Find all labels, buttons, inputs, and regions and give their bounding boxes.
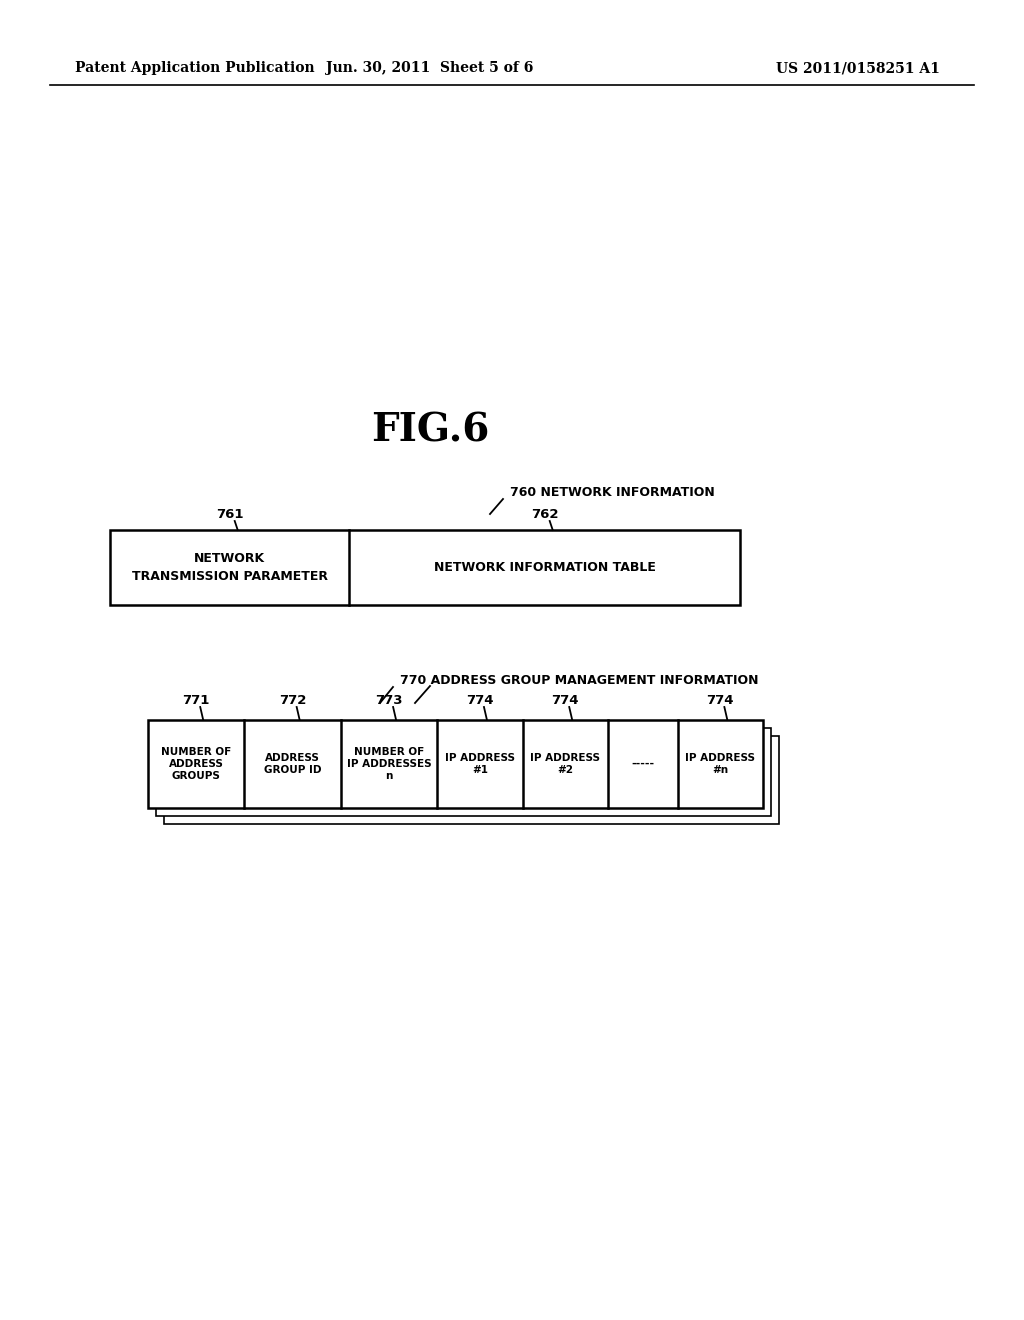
Text: ADDRESS
GROUP ID: ADDRESS GROUP ID xyxy=(264,752,322,775)
Bar xyxy=(110,531,740,605)
Text: FIG.6: FIG.6 xyxy=(371,411,489,449)
Text: 774: 774 xyxy=(707,693,734,706)
Text: US 2011/0158251 A1: US 2011/0158251 A1 xyxy=(776,61,940,75)
Text: 762: 762 xyxy=(531,508,558,521)
Text: NETWORK INFORMATION TABLE: NETWORK INFORMATION TABLE xyxy=(434,561,655,574)
Text: 774: 774 xyxy=(552,693,579,706)
Text: Jun. 30, 2011  Sheet 5 of 6: Jun. 30, 2011 Sheet 5 of 6 xyxy=(327,61,534,75)
Text: NETWORK
TRANSMISSION PARAMETER: NETWORK TRANSMISSION PARAMETER xyxy=(132,553,328,582)
Text: IP ADDRESS
#n: IP ADDRESS #n xyxy=(685,752,756,775)
Bar xyxy=(164,737,779,824)
Bar xyxy=(156,729,771,816)
Text: 760 NETWORK INFORMATION: 760 NETWORK INFORMATION xyxy=(510,486,715,499)
Text: NUMBER OF
ADDRESS
GROUPS: NUMBER OF ADDRESS GROUPS xyxy=(161,747,231,781)
Bar xyxy=(148,719,763,808)
Text: 771: 771 xyxy=(182,693,210,706)
Text: 761: 761 xyxy=(216,508,244,521)
Text: IP ADDRESS
#1: IP ADDRESS #1 xyxy=(445,752,515,775)
Text: 770 ADDRESS GROUP MANAGEMENT INFORMATION: 770 ADDRESS GROUP MANAGEMENT INFORMATION xyxy=(400,673,759,686)
Text: IP ADDRESS
#2: IP ADDRESS #2 xyxy=(530,752,600,775)
Text: -----: ----- xyxy=(631,759,654,770)
Text: 772: 772 xyxy=(279,693,306,706)
Text: 773: 773 xyxy=(376,693,402,706)
Text: NUMBER OF
IP ADDRESSES
n: NUMBER OF IP ADDRESSES n xyxy=(347,747,431,781)
Text: Patent Application Publication: Patent Application Publication xyxy=(75,61,314,75)
Text: 774: 774 xyxy=(466,693,494,706)
